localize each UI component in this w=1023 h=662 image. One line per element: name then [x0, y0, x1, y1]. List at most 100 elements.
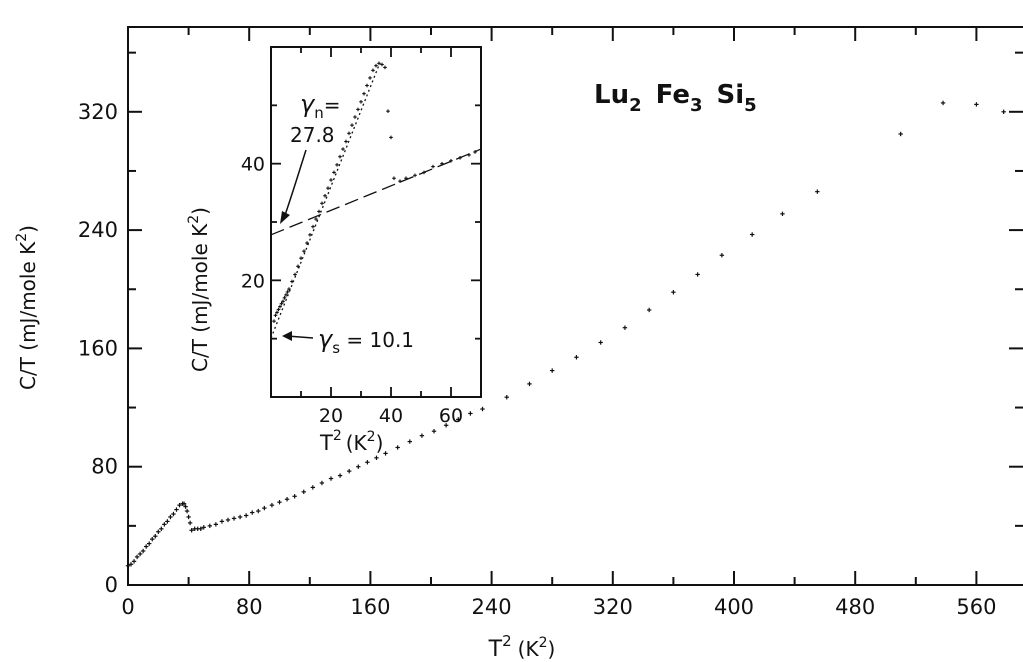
normal-state-extrapolation [270, 148, 482, 236]
inset-data-point [338, 154, 342, 159]
data-point [137, 551, 143, 557]
data-point [207, 523, 213, 529]
formula-si-subscript: 5 [744, 95, 757, 116]
inset-x-tick-label: 40 [379, 405, 403, 427]
inset-y-title-base: C/T (mJ/mole K [188, 223, 212, 372]
inset-x-title-sup: 2 [333, 428, 342, 444]
data-point [940, 100, 946, 106]
inset-data-point [302, 249, 306, 253]
data-point [131, 559, 137, 564]
data-point [456, 417, 461, 422]
inset-data-point [317, 209, 321, 214]
main-x-axis-title: T2 (K2) [488, 632, 556, 662]
data-point [898, 131, 903, 137]
inset-x-title-close: ) [376, 431, 384, 455]
inset-data-point [374, 63, 378, 68]
data-point [407, 439, 412, 444]
formula-fe: Fe [656, 80, 690, 110]
data-point [443, 423, 449, 428]
data-point [159, 526, 164, 532]
inset-data-point [431, 164, 435, 169]
inset-data-point [458, 156, 462, 160]
inset-extrapolation-lines [270, 64, 482, 339]
inset-data-point [275, 310, 279, 315]
inset-data-point [404, 176, 408, 181]
y-title-base: C/T (mJ/mole K [16, 241, 40, 390]
x-tick-label: 0 [121, 595, 134, 619]
data-point [431, 429, 437, 434]
x-tick-label: 480 [835, 595, 875, 619]
inset-data-point [287, 287, 291, 291]
inset-axis-ticks [271, 47, 481, 397]
gamma-s-symbol: γ [318, 325, 334, 353]
main-y-axis-title: C/T (mJ/mole K2) [14, 225, 40, 390]
x-tick-label: 560 [956, 595, 996, 619]
data-point [292, 494, 297, 499]
x-tick-label: 160 [350, 595, 390, 619]
inset-data-point [329, 178, 333, 182]
data-point [250, 510, 255, 515]
inset-data-point [383, 65, 387, 70]
data-point [277, 499, 282, 505]
inset-data-point [362, 91, 366, 96]
inset-data-point [323, 193, 327, 198]
gamma-s-subscript: s [332, 339, 340, 357]
data-point [147, 541, 152, 546]
main-y-tick-labels: 0 80 160 240 320 [78, 100, 118, 597]
data-point [695, 272, 700, 277]
x-title-close: ) [548, 637, 556, 661]
data-point [337, 473, 343, 478]
inset-data-point [398, 179, 402, 183]
inset-data-point [290, 279, 294, 284]
x-title-unit: (K [518, 637, 540, 661]
inset-data-point [467, 153, 471, 157]
data-point [356, 464, 361, 469]
inset-data-point [473, 150, 477, 154]
gamma-n-arrowhead [280, 211, 290, 224]
inset-data-point [377, 61, 381, 66]
data-point [301, 489, 306, 495]
main-plot-frame [127, 26, 1023, 586]
inset-data-point [344, 139, 348, 144]
inset-y-tick-label: 40 [241, 154, 265, 176]
gamma-n-subscript: n [314, 104, 324, 122]
inset-data-point [368, 76, 372, 80]
data-point [319, 480, 325, 486]
inset-data-point [422, 170, 426, 175]
data-point [168, 514, 173, 520]
data-point [219, 519, 225, 524]
inset-y-title-sup: 2 [186, 215, 202, 224]
inset-data-point [359, 100, 363, 104]
data-point [162, 522, 167, 527]
inset-data-point [449, 158, 453, 163]
data-point [284, 497, 290, 502]
inset-x-tick-labels: 20 40 60 [319, 405, 463, 427]
inset-x-tick-label: 20 [319, 405, 343, 427]
inset-data-point [279, 301, 284, 306]
inset-x-title-unit: (K [346, 431, 368, 455]
data-point [181, 501, 187, 506]
inset-data-point [350, 123, 354, 127]
data-point [231, 516, 237, 521]
inset-x-title-unit-sup: 2 [367, 429, 376, 445]
inset-data-point [365, 83, 369, 88]
inset-data-point [296, 264, 300, 269]
data-point [143, 544, 149, 549]
data-point [198, 526, 203, 532]
gamma-s-label: γs = 10.1 [318, 325, 414, 357]
gamma-n-label: γn= [300, 90, 340, 122]
data-point [177, 502, 182, 508]
inset-data-point [272, 319, 276, 323]
data-point [256, 508, 261, 514]
data-point [183, 504, 188, 509]
data-point [269, 502, 275, 508]
data-point [237, 514, 243, 520]
data-point [974, 102, 979, 107]
data-point [550, 368, 555, 373]
data-point [171, 511, 176, 517]
inset-y-axis-title: C/T (mJ/mole K2) [186, 207, 212, 372]
data-point [346, 468, 352, 474]
x-title-unit-sup: 2 [539, 635, 548, 651]
